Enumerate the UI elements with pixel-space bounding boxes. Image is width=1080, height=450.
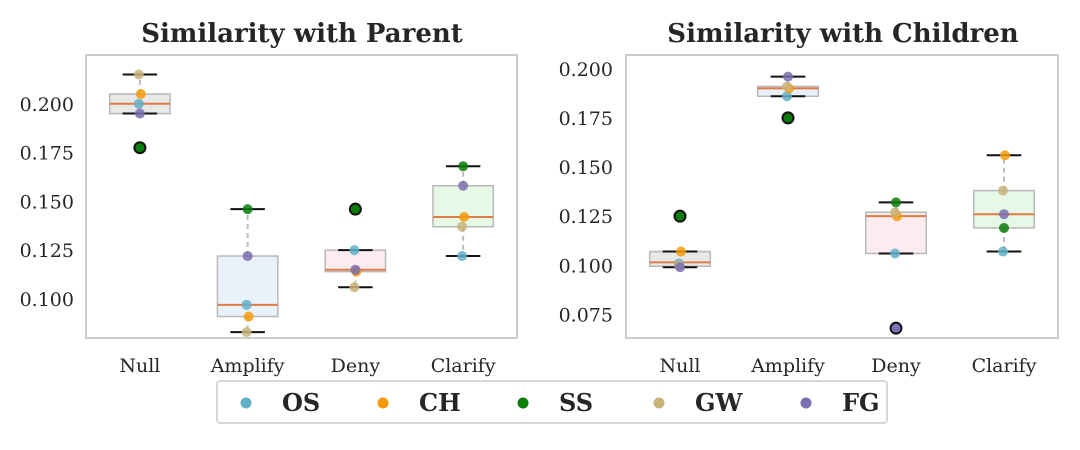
panel-parent: Similarity with Parent 0.100 0.125 0.150 0.… <box>20 19 518 377</box>
legend-label-ss: SS <box>559 388 593 417</box>
point-ch <box>676 246 686 257</box>
legend-label-os: OS <box>282 388 320 417</box>
point-ch <box>1000 150 1010 161</box>
legend-label-fg: FG <box>842 388 880 417</box>
legend-label-ch: CH <box>419 388 461 417</box>
box-clarify <box>432 165 495 258</box>
point-os <box>890 248 900 259</box>
point-fg <box>999 209 1009 220</box>
panel-children: Similarity with Children 0.075 0.100 0.125… <box>559 19 1059 377</box>
point-ss <box>458 161 469 172</box>
point-gw <box>349 282 360 293</box>
legend-marker-ch <box>377 397 389 409</box>
x-tick-label: Clarify <box>431 355 496 377</box>
legend-item-fg: FG <box>800 388 880 417</box>
point-os <box>241 299 252 310</box>
point-os <box>349 245 360 256</box>
y-tick-label: 0.100 <box>20 289 74 311</box>
point-ss <box>673 209 687 223</box>
point-gw <box>782 81 792 92</box>
plot-frame <box>85 54 518 339</box>
x-tick-label: Null <box>119 355 160 377</box>
legend-marker-ss <box>517 397 529 409</box>
point-ss <box>133 141 147 155</box>
point-ch <box>459 211 470 222</box>
point-os <box>133 98 144 109</box>
point-ss <box>348 202 362 216</box>
x-tick-label: Deny <box>331 355 381 377</box>
point-gw <box>241 327 252 338</box>
legend-frame <box>216 380 888 424</box>
legend-marker-fg <box>800 397 812 409</box>
chart-title-parent: Similarity with Parent <box>141 19 463 49</box>
point-fg <box>675 262 685 273</box>
point-ss <box>781 111 795 125</box>
legend-item-gw: GW <box>653 388 743 417</box>
point-os <box>782 91 792 102</box>
point-fg <box>783 71 793 82</box>
point-fg <box>350 264 361 275</box>
point-fg <box>458 180 469 191</box>
point-fg <box>134 108 145 119</box>
point-fg <box>242 251 253 262</box>
chart-title-children: Similarity with Children <box>667 19 1019 49</box>
legend-label-gw: GW <box>695 388 743 417</box>
box-clarify <box>973 154 1035 253</box>
legend-marker-os <box>240 397 252 409</box>
y-tick-label: 0.200 <box>20 94 74 116</box>
point-os <box>457 251 468 262</box>
legend-marker-gw <box>653 397 665 409</box>
legend-item-ch: CH <box>377 388 461 417</box>
point-os <box>998 246 1008 257</box>
point-gw <box>890 207 900 218</box>
y-tick-label: 0.100 <box>559 255 613 277</box>
x-tick-label: Amplify <box>210 355 285 377</box>
point-ss <box>891 197 901 208</box>
y-tick-label: 0.175 <box>20 143 74 165</box>
plot-frame <box>625 54 1059 339</box>
point-ch <box>135 89 146 100</box>
y-tick-label: 0.125 <box>559 206 613 228</box>
x-tick-label: Deny <box>871 355 921 377</box>
point-ss <box>242 204 253 215</box>
point-gw <box>998 185 1008 196</box>
point-fg <box>889 321 903 335</box>
y-tick-label: 0.125 <box>20 240 74 262</box>
point-ch <box>243 311 254 322</box>
legend: OS CH SS GW FG <box>216 380 888 424</box>
x-tick-label: Null <box>659 355 700 377</box>
y-tick-label: 0.150 <box>20 191 74 213</box>
point-ss <box>999 222 1009 233</box>
y-tick-label: 0.200 <box>559 59 613 81</box>
point-gw <box>457 221 468 232</box>
point-gw <box>133 69 144 80</box>
legend-item-ss: SS <box>517 388 593 417</box>
x-tick-label: Amplify <box>750 355 825 377</box>
y-tick-label: 0.150 <box>559 157 613 179</box>
legend-item-os: OS <box>240 388 320 417</box>
y-tick-label: 0.175 <box>559 108 613 130</box>
x-tick-label: Clarify <box>972 355 1037 377</box>
y-tick-label: 0.075 <box>559 304 613 326</box>
